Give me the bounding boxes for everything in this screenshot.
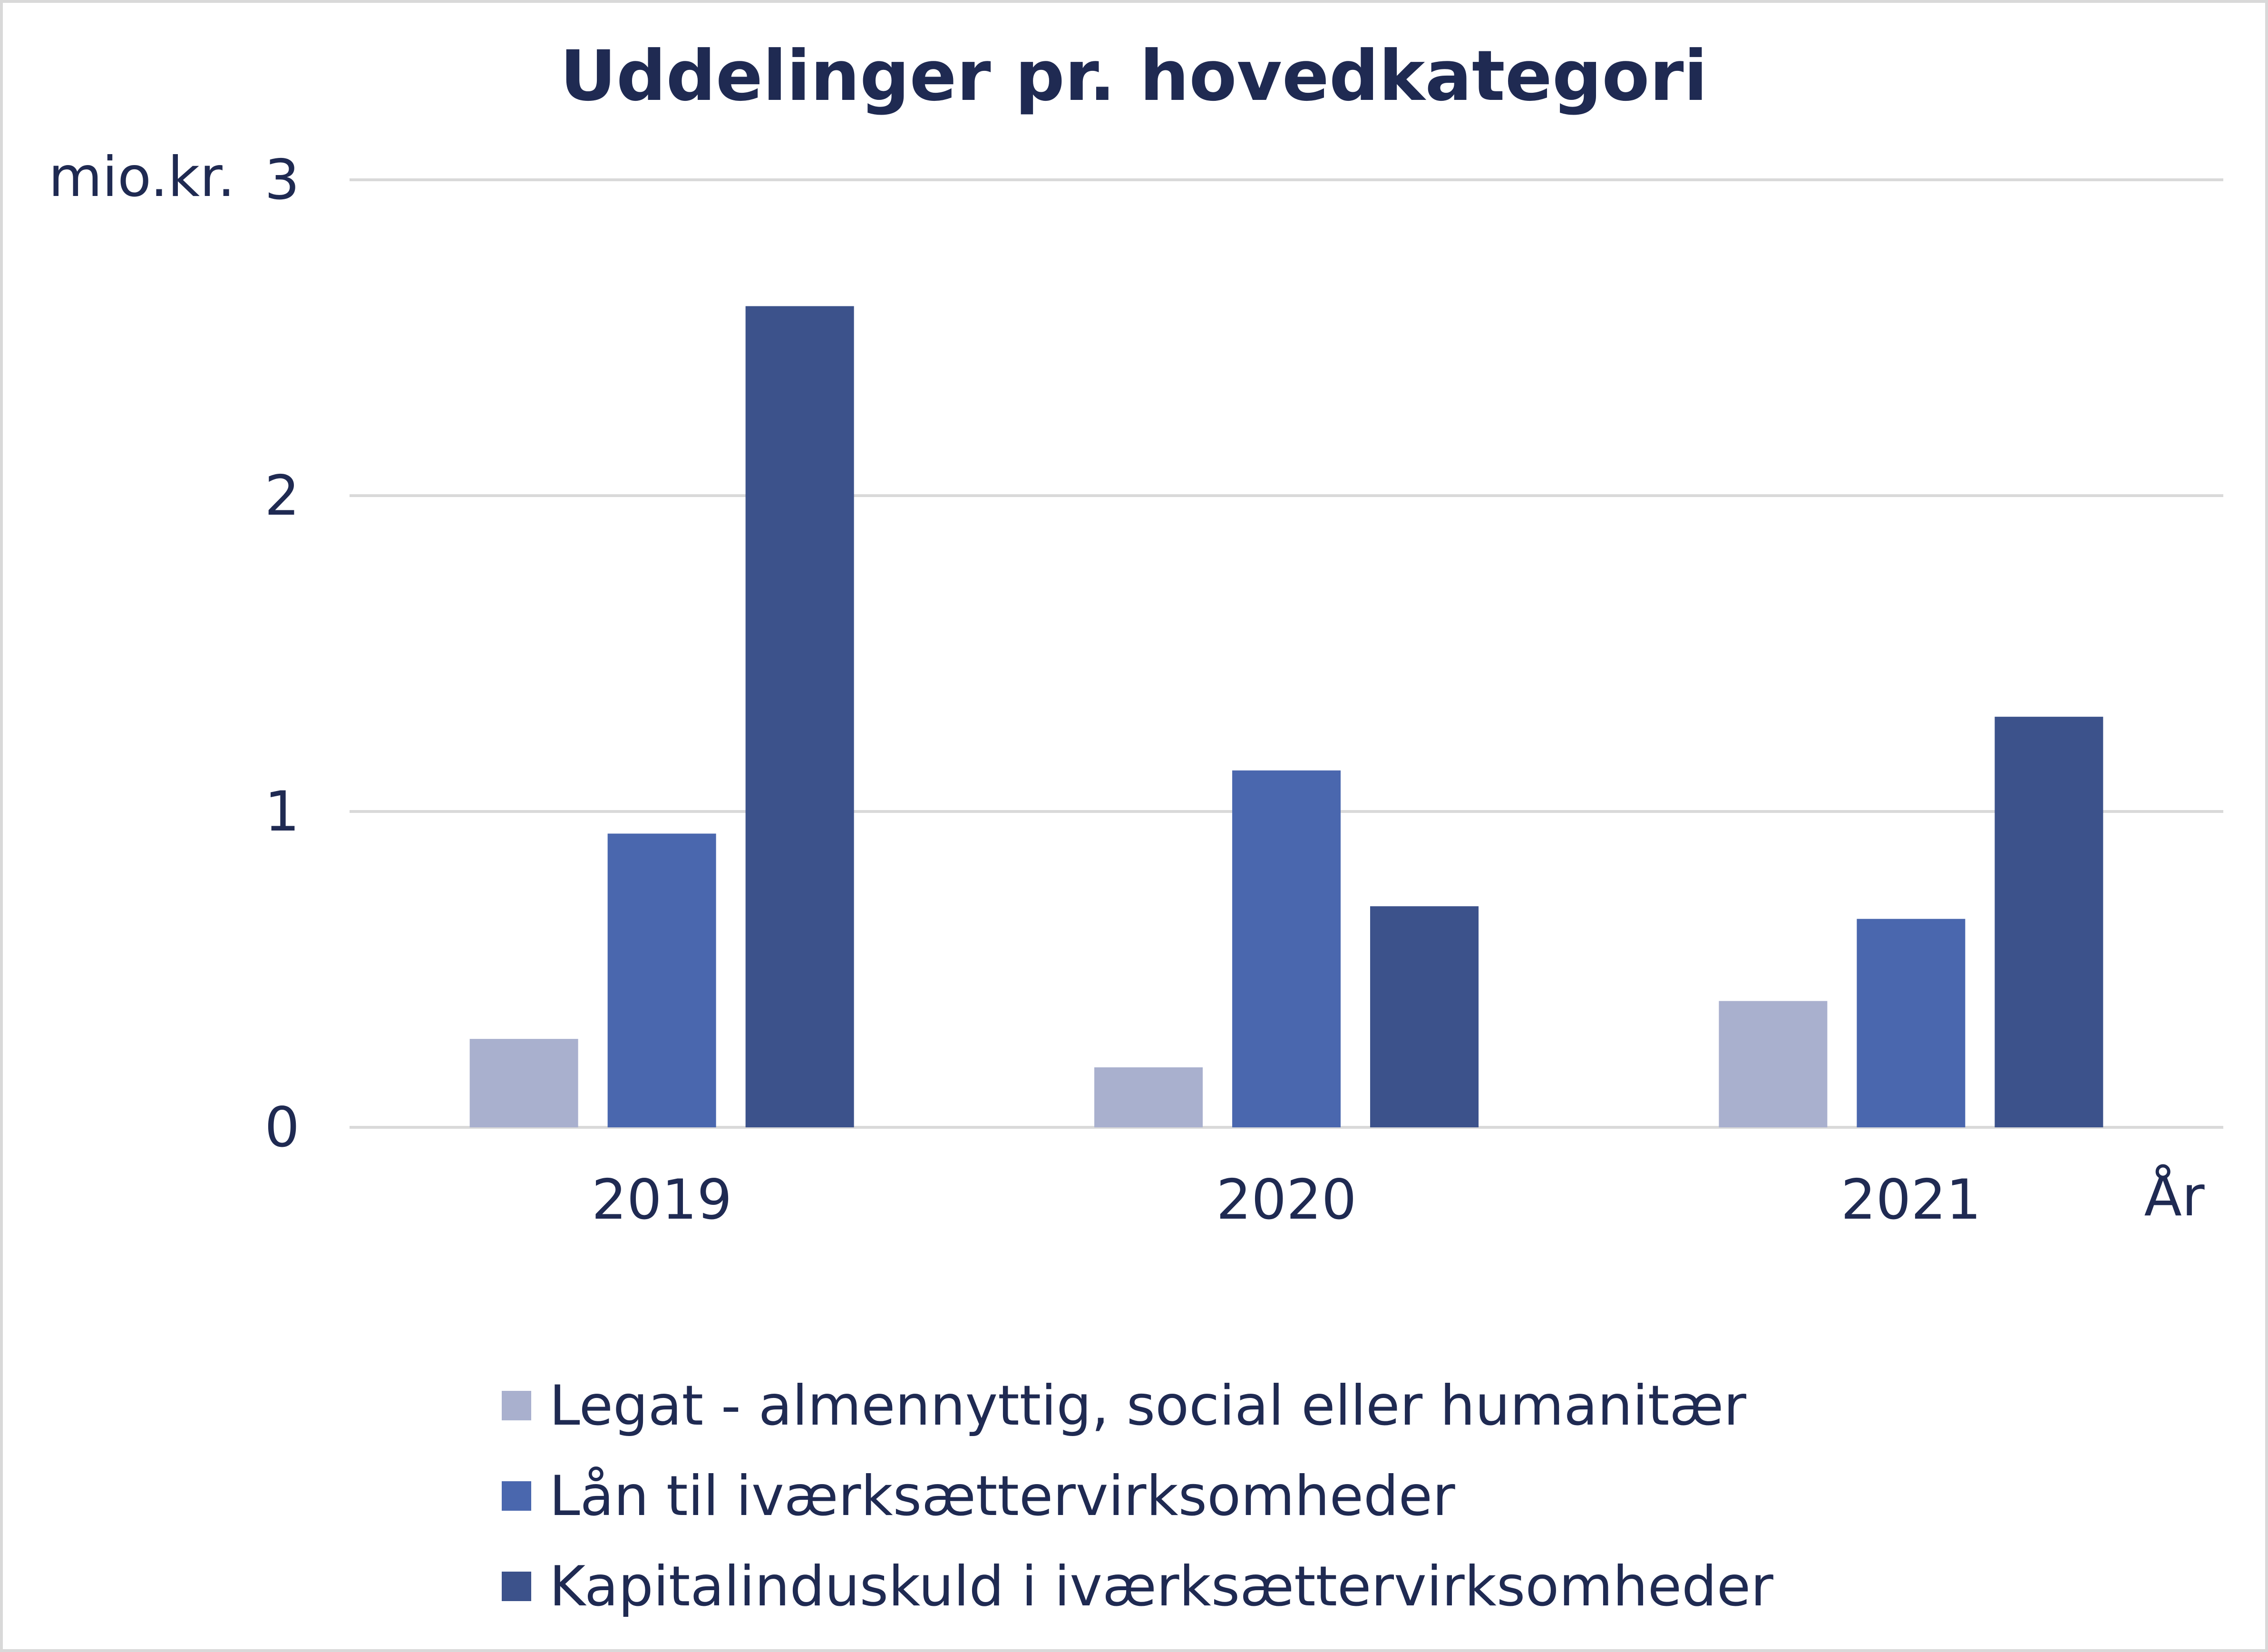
legend-label: Legat - almennyttig, social eller humani… xyxy=(549,1374,1746,1438)
bar-2020-series-1 xyxy=(1094,1067,1203,1127)
bar-2019-series-1 xyxy=(469,1039,578,1127)
y-tick-label: 0 xyxy=(264,1095,300,1160)
x-tick-label: 2020 xyxy=(1216,1168,1356,1232)
bars xyxy=(469,306,2103,1127)
bar-2021-series-2 xyxy=(1857,919,1966,1127)
y-axis-ticks: 0 1 2 3 xyxy=(264,148,300,1160)
x-axis-ticks: 2019 2020 2021 xyxy=(592,1168,1981,1232)
legend-swatch xyxy=(502,1572,531,1601)
x-tick-label: 2019 xyxy=(592,1168,732,1232)
bar-2020-series-2 xyxy=(1232,770,1341,1127)
y-tick-label: 2 xyxy=(264,464,300,528)
y-tick-label: 1 xyxy=(264,780,300,844)
bar-2021-series-3 xyxy=(1995,716,2103,1127)
y-tick-label: 3 xyxy=(264,148,300,212)
x-axis-label: År xyxy=(2144,1164,2204,1229)
bar-2019-series-2 xyxy=(607,833,716,1127)
bar-2019-series-3 xyxy=(745,306,854,1127)
legend-swatch xyxy=(502,1391,531,1420)
bar-2020-series-3 xyxy=(1370,906,1479,1127)
y-axis-unit-label: mio.kr. xyxy=(49,145,235,209)
legend-label: Lån til iværksættervirksomheder xyxy=(549,1464,1455,1528)
legend-label: Kapitalinduskuld i iværksættervirksomhed… xyxy=(549,1554,1773,1619)
legend: Legat - almennyttig, social eller humani… xyxy=(502,1374,1773,1619)
bar-2021-series-1 xyxy=(1719,1001,1828,1127)
legend-swatch xyxy=(502,1481,531,1511)
chart-title: Uddelinger pr. hovedkategori xyxy=(560,36,1707,117)
x-tick-label: 2021 xyxy=(1841,1168,1981,1232)
